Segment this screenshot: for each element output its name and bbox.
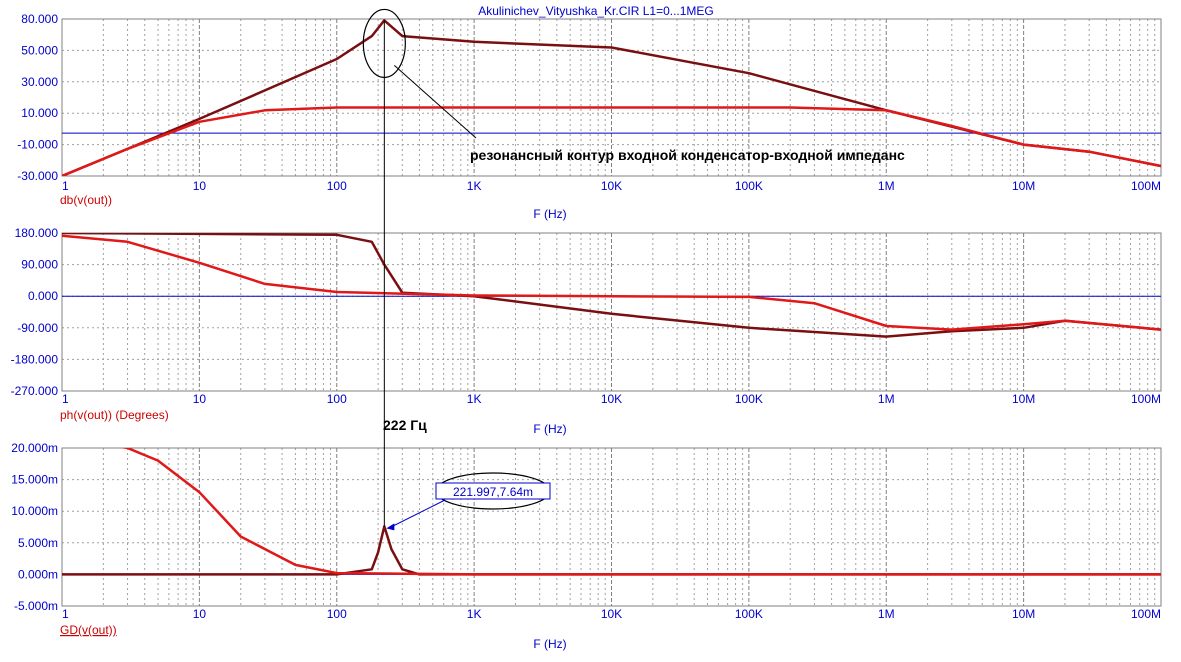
x-tick-label: 100K xyxy=(735,392,763,406)
x-tick-label: 10M xyxy=(1012,392,1035,406)
x-tick-label: 1 xyxy=(62,392,69,406)
x-tick-label: 10K xyxy=(601,179,622,193)
x-tick-label: 100 xyxy=(327,179,347,193)
x-tick-label: 1M xyxy=(878,607,895,621)
point-label: 221.997,7.64m xyxy=(453,485,533,499)
y-tick-label: 0.000 xyxy=(28,289,58,303)
x-tick-label: 10 xyxy=(193,392,207,406)
y-tick-label: 0.000m xyxy=(18,567,58,581)
y-tick-label: -10.000 xyxy=(17,138,58,152)
series-line-2 xyxy=(62,234,1161,331)
chart-panel-2: 180.000 90.000 0.000 -90.000 -180.000 -270.00… xyxy=(11,226,1162,436)
y-tick-label: 180.000 xyxy=(15,226,59,240)
x-tick-label: 1 xyxy=(62,607,69,621)
plot-frame xyxy=(61,232,1162,392)
x-tick-label: 100 xyxy=(327,392,347,406)
plot-frame xyxy=(61,447,1162,607)
chart-panel-1: 80.000 50.000 30.000 10.000 -10.000 -30.000 1 1… xyxy=(17,12,1162,221)
chart-panel-3: 20.000m 15.000m 10.000m 5.000m 0.000m -5.000m… xyxy=(11,441,1162,651)
x-tick-label: 100M xyxy=(1131,179,1161,193)
y-tick-label: 10.000m xyxy=(11,504,58,518)
x-tick-label: 1M xyxy=(878,179,895,193)
x-tick-label: 1 xyxy=(62,179,69,193)
y-tick-label: 20.000m xyxy=(11,441,58,455)
y-tick-label: -180.000 xyxy=(11,352,59,366)
y-axis-label: db(v(out)) xyxy=(60,193,112,207)
y-tick-label: 5.000m xyxy=(18,536,58,550)
x-tick-label: 10 xyxy=(193,179,207,193)
x-tick-label: 1K xyxy=(467,179,482,193)
resonance-pointer xyxy=(393,65,477,139)
x-tick-label: 100M xyxy=(1131,607,1161,621)
x-axis-label: F (Hz) xyxy=(533,637,566,651)
window-title: Akulinichev_Vityushka_Kr.CIR L1=0...1MEG xyxy=(478,4,714,18)
series-line-1 xyxy=(62,233,1161,338)
x-tick-label: 1K xyxy=(467,392,482,406)
x-axis-label: F (Hz) xyxy=(533,207,566,221)
x-tick-label: 100 xyxy=(327,607,347,621)
y-tick-label: -5.000m xyxy=(14,599,58,613)
x-tick-label: 1K xyxy=(467,607,482,621)
x-tick-label: 10M xyxy=(1012,179,1035,193)
y-tick-label: -30.000 xyxy=(17,169,58,183)
x-tick-label: 10K xyxy=(601,392,622,406)
y-tick-label: 80.000 xyxy=(21,12,58,26)
frequency-annotation: 222 Гц xyxy=(383,417,427,433)
x-tick-label: 10M xyxy=(1012,607,1035,621)
y-axis-label: GD(v(out)) xyxy=(60,623,117,637)
series-line-2 xyxy=(120,448,1161,576)
point-label-box xyxy=(435,482,551,500)
x-tick-label: 1M xyxy=(878,392,895,406)
series-line-2 xyxy=(62,106,1161,176)
x-axis-label: F (Hz) xyxy=(533,422,566,436)
y-tick-label: 30.000 xyxy=(21,75,58,89)
x-tick-label: 100K xyxy=(735,607,763,621)
point-label-arrow xyxy=(388,499,446,529)
arrow-head xyxy=(386,523,395,531)
y-tick-label: -90.000 xyxy=(17,321,58,335)
resonance-annotation: резонансный контур входной конденсатор-в… xyxy=(470,147,905,163)
y-tick-label: 15.000m xyxy=(11,473,58,487)
y-axis-label: ph(v(out)) (Degrees) xyxy=(60,408,169,422)
y-tick-label: -270.000 xyxy=(11,384,59,398)
x-tick-label: 10 xyxy=(193,607,207,621)
y-tick-label: 90.000 xyxy=(21,258,58,272)
x-tick-label: 100K xyxy=(735,179,763,193)
plot-frame xyxy=(61,18,1162,177)
y-tick-label: 10.000 xyxy=(21,106,58,120)
x-tick-label: 100M xyxy=(1131,392,1161,406)
x-tick-label: 10K xyxy=(601,607,622,621)
y-tick-label: 50.000 xyxy=(21,43,58,57)
